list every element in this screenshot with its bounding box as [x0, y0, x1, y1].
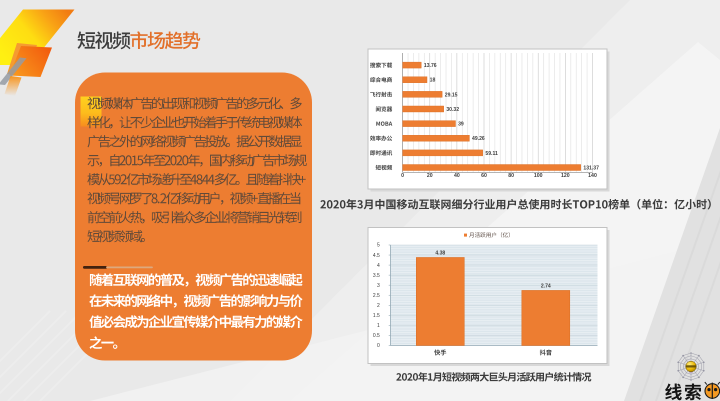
svg-text:40: 40: [454, 173, 460, 179]
svg-text:49.26: 49.26: [472, 136, 485, 142]
svg-text:29.15: 29.15: [445, 92, 458, 98]
svg-text:3: 3: [377, 283, 380, 289]
svg-text:1: 1: [377, 323, 380, 329]
svg-text:120: 120: [561, 173, 570, 179]
svg-text:2.74: 2.74: [541, 284, 551, 290]
svg-text:20: 20: [427, 173, 433, 179]
svg-text:30.32: 30.32: [446, 107, 459, 113]
svg-text:39: 39: [458, 122, 464, 128]
svg-text:0: 0: [377, 343, 380, 349]
svg-text:4.38: 4.38: [435, 251, 445, 257]
svg-text:13.76: 13.76: [424, 63, 437, 69]
svg-text:18: 18: [430, 78, 436, 84]
svg-text:4.5: 4.5: [373, 253, 380, 259]
svg-text:140: 140: [588, 173, 597, 179]
svg-text:100: 100: [534, 173, 543, 179]
svg-text:60: 60: [481, 173, 487, 179]
svg-text:0: 0: [401, 173, 404, 179]
svg-text:5: 5: [377, 243, 380, 249]
svg-text:2.5: 2.5: [373, 293, 380, 299]
svg-text:59.11: 59.11: [485, 151, 498, 157]
svg-text:0.5: 0.5: [373, 333, 380, 339]
svg-text:3.5: 3.5: [373, 273, 380, 279]
svg-text:2: 2: [377, 303, 380, 309]
svg-text:1.5: 1.5: [373, 313, 380, 319]
svg-text:80: 80: [508, 173, 514, 179]
svg-text:131.37: 131.37: [583, 165, 599, 171]
svg-text:4: 4: [377, 263, 380, 269]
